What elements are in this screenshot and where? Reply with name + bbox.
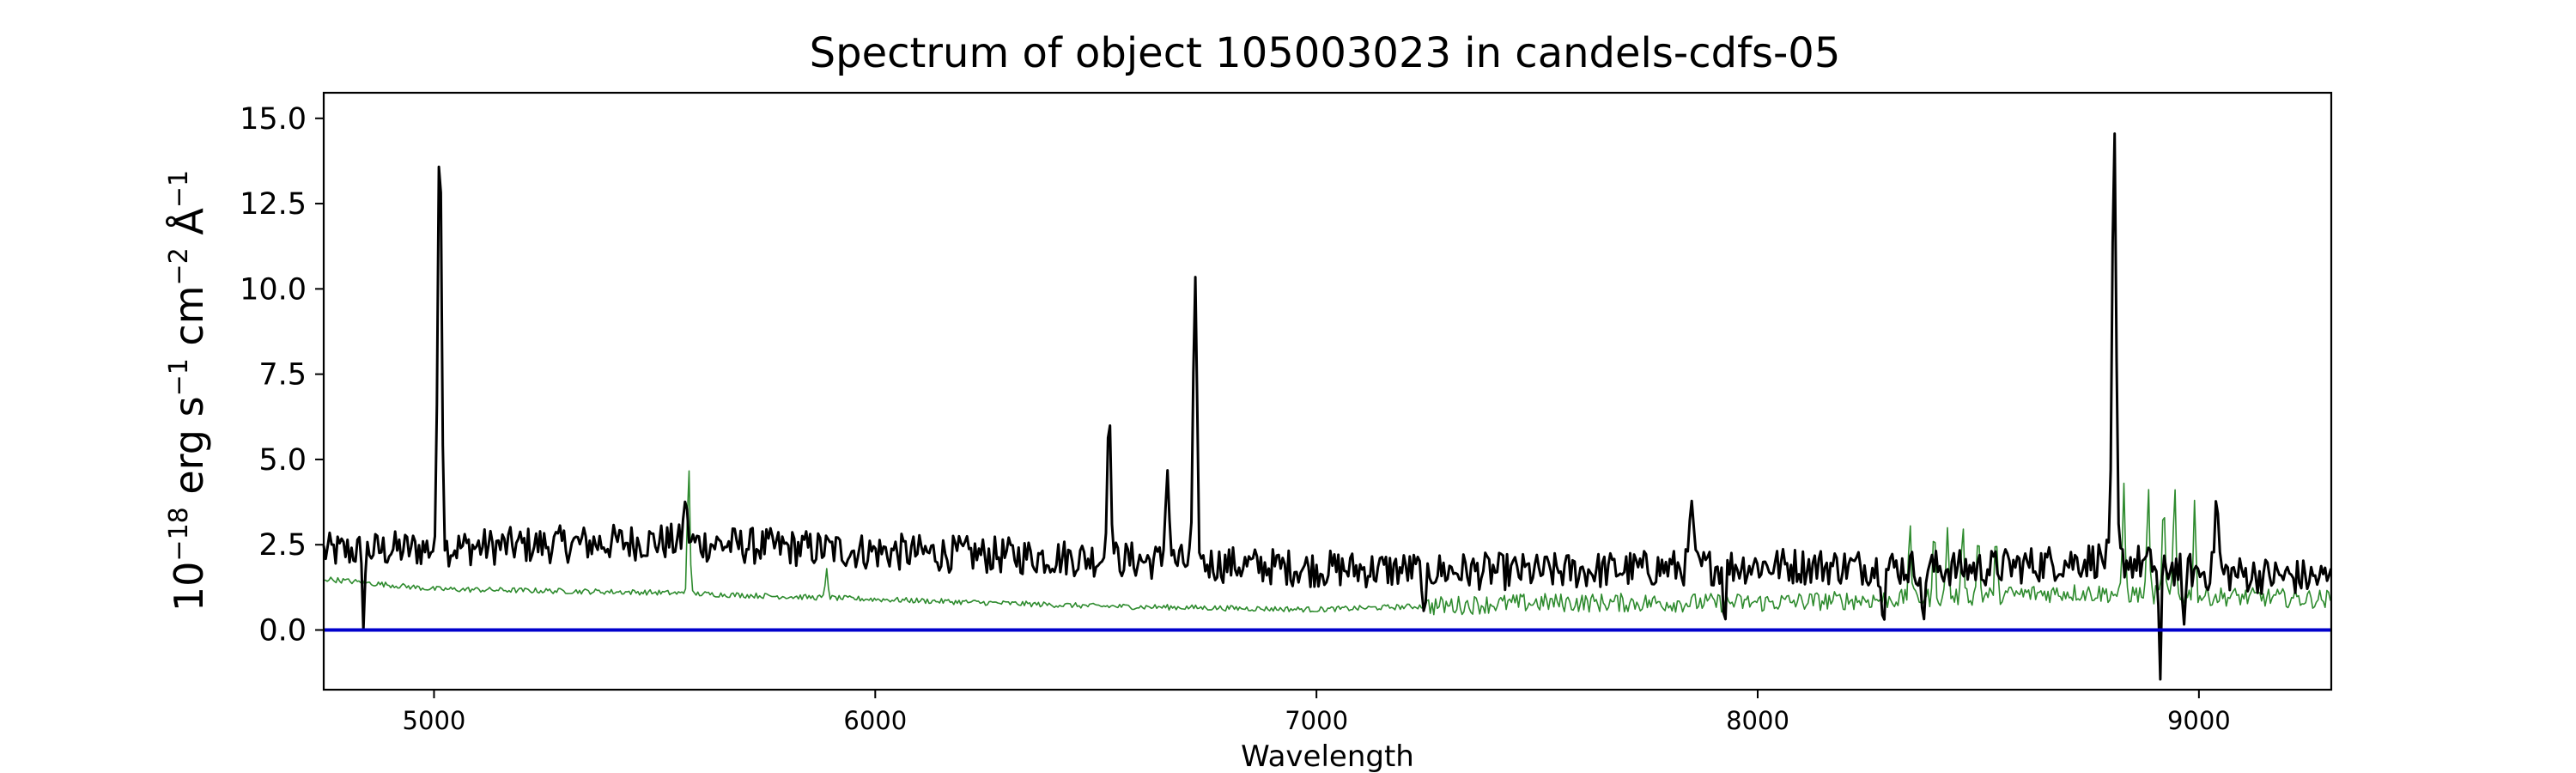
y-tick-label: 5.0 [258,443,307,478]
chart-title: Spectrum of object 105003023 in candels-… [810,29,1841,77]
y-tick-label: 2.5 [258,528,307,563]
x-tick-label: 5000 [403,706,466,735]
y-tick-label: 0.0 [258,614,307,648]
plot-frame [322,91,2333,691]
plot-area [322,91,2333,691]
series-error-line [324,470,2331,616]
y-tick-label: 12.5 [240,187,307,222]
x-tick-label: 6000 [843,706,907,735]
x-axis: 5000 6000 7000 8000 9000 [403,690,2231,735]
y-tick-label: 15.0 [240,102,307,137]
x-axis-label: Wavelength [1241,740,1414,773]
y-tick-label: 10.0 [240,272,307,307]
x-tick-label: 9000 [2167,706,2231,735]
series-layer [322,132,2333,681]
series-flux-line [322,132,2333,681]
x-tick-label: 7000 [1285,706,1348,735]
y-tick-label: 7.5 [258,358,307,393]
x-tick-label: 8000 [1726,706,1789,735]
y-axis: 0.0 2.5 5.0 7.5 10.0 12.5 15.0 [240,102,324,648]
y-axis-label: 10−18 erg s−1 cm−2 Å−1 [164,170,212,612]
